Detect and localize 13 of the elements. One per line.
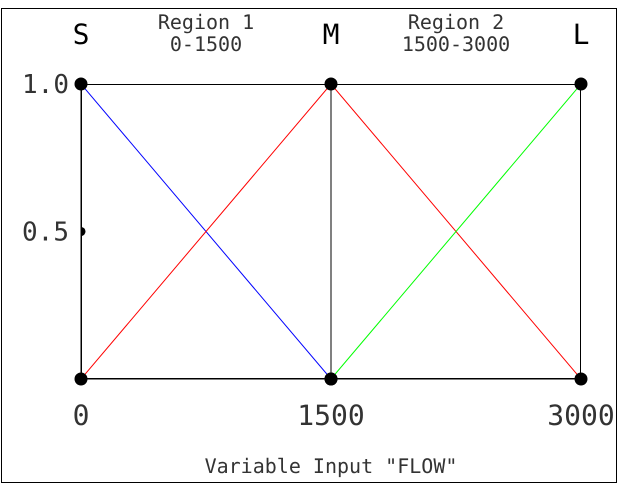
series-label: L xyxy=(572,18,590,51)
text: 1500-3000 xyxy=(400,32,512,56)
y-tick-label: 1.0 xyxy=(22,70,69,100)
x-axis-title: Variable Input "FLOW" xyxy=(204,454,458,478)
text: 0-1500 xyxy=(170,32,244,56)
text: Region 2 xyxy=(406,10,506,34)
x-tick-label: 0 xyxy=(72,398,90,432)
series-label: M xyxy=(322,18,340,51)
text: Region 1 xyxy=(156,10,256,34)
series-label: S xyxy=(72,18,90,51)
y-tick-label: 0.5 xyxy=(22,218,69,248)
x-tick-label: 1500 xyxy=(297,398,365,432)
x-tick-label: 3000 xyxy=(547,398,615,432)
